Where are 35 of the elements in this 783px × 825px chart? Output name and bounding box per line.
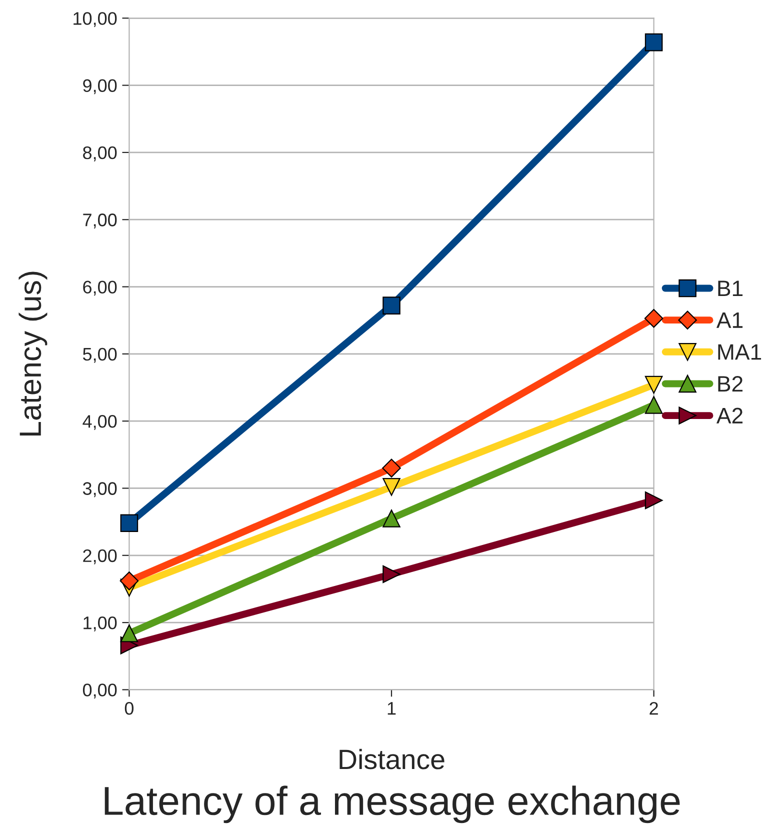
legend-label: B1 xyxy=(718,280,743,296)
y-tick-label: 0,00 xyxy=(82,684,117,699)
y-tick-label: 2,00 xyxy=(83,549,117,564)
point xyxy=(382,296,400,314)
point xyxy=(382,510,400,528)
y-tick-label: 1,00 xyxy=(84,616,117,632)
point xyxy=(382,478,400,496)
y-tick-label: 9,00 xyxy=(83,79,117,94)
y-axis-title: Latency (us) xyxy=(18,272,48,436)
point xyxy=(644,396,663,414)
y-tick-label: 6,00 xyxy=(83,280,117,296)
y-tick-label: 5,00 xyxy=(82,348,117,363)
point xyxy=(382,458,401,478)
y-tick-label: 4,00 xyxy=(82,415,117,430)
legend-label: A1 xyxy=(716,312,743,328)
point xyxy=(120,514,138,532)
legend-label: MA1 xyxy=(718,344,762,360)
y-tick-label: 10,00 xyxy=(74,12,117,28)
legend-label: B2 xyxy=(718,376,742,392)
legend-label: A2 xyxy=(716,408,742,424)
point xyxy=(644,491,663,510)
x-axis-title: Distance xyxy=(340,748,444,770)
point xyxy=(120,572,139,590)
text: Latency of a message exchange xyxy=(104,786,680,824)
y-tick-label: 3,00 xyxy=(82,482,117,498)
y-tick-label: 7,00 xyxy=(83,214,117,228)
x-tick-label: 0 xyxy=(124,702,134,715)
point xyxy=(644,376,663,394)
x-tick-label: 1 xyxy=(388,702,396,715)
y-tick-label: 8,00 xyxy=(83,146,117,162)
point xyxy=(644,33,663,52)
point xyxy=(382,565,400,584)
point xyxy=(120,624,138,642)
x-tick-label: 2 xyxy=(650,702,658,715)
point xyxy=(644,308,664,328)
